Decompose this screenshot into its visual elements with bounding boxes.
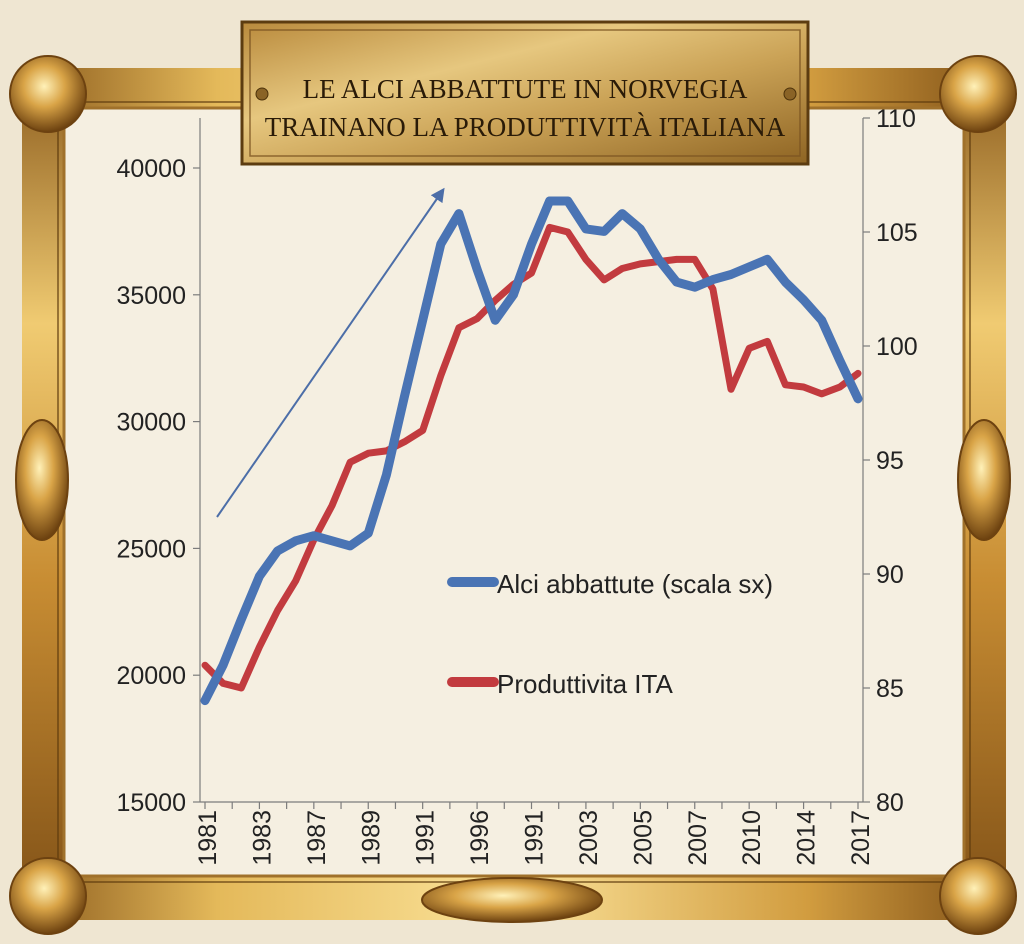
left-axis-tick-label: 30000 — [116, 409, 186, 437]
x-axis-tick-label: 2010 — [738, 810, 766, 866]
plaque-line-2: TRAINANO LA PRODUTTIVITÀ ITALIANA — [265, 112, 786, 142]
plaque-line-1: LE ALCI ABBATTUTE IN NORVEGIA — [303, 74, 748, 104]
left-axis-tick-label: 35000 — [116, 282, 186, 310]
legend-label-produttivita: Produttivita ITA — [497, 669, 673, 699]
x-axis-tick-label: 1981 — [194, 810, 222, 866]
x-axis-tick-label: 1991 — [521, 810, 549, 866]
left-axis-tick-label: 25000 — [116, 535, 186, 563]
x-axis-tick-label: 1987 — [303, 810, 331, 866]
legend-label-alci: Alci abbattute (scala sx) — [497, 569, 773, 599]
left-axis-tick-label: 20000 — [116, 662, 186, 690]
series-line-alci — [200, 196, 863, 706]
x-axis-tick-label: 2014 — [793, 810, 821, 866]
title-plaque: LE ALCI ABBATTUTE IN NORVEGIA TRAINANO L… — [240, 20, 810, 166]
x-axis-tick-label: 1983 — [248, 810, 276, 866]
x-axis-tick-labels: 1981 1983 1987 1989 1991 1996 1991 2003 2005 2007… — [194, 810, 875, 866]
trend-arrow-icon — [216, 187, 445, 518]
gold-frame — [9, 55, 1017, 935]
right-axis-tick-label: 105 — [876, 219, 918, 247]
right-axis-tick-label: 80 — [876, 789, 904, 817]
x-axis-tick-label: 2005 — [629, 810, 657, 866]
right-axis-tick-labels: 80 85 90 95 100 105 110 — [863, 105, 918, 817]
x-axis-tick-label: 2007 — [684, 810, 712, 866]
x-axis-ticks — [204, 802, 859, 809]
x-axis-tick-label: 1989 — [357, 810, 385, 866]
legend: Alci abbattute (scala sx) Produttivita I… — [447, 569, 773, 699]
right-axis-tick-label: 110 — [876, 105, 916, 133]
left-axis-tick-label: 15000 — [116, 789, 186, 817]
series-layer — [200, 196, 863, 706]
right-axis-tick-label: 100 — [876, 333, 918, 361]
screw-left-icon — [255, 87, 269, 101]
screw-right-icon — [783, 87, 797, 101]
x-axis-tick-label: 1996 — [466, 810, 494, 866]
x-axis-tick-label: 2017 — [847, 810, 875, 866]
right-axis-tick-label: 85 — [876, 675, 904, 703]
x-axis-tick-label: 2003 — [575, 810, 603, 866]
left-axis-tick-label: 40000 — [116, 155, 186, 183]
x-axis-tick-label: 1991 — [412, 810, 440, 866]
left-axis-tick-labels: 15000 20000 25000 30000 35000 40000 — [116, 155, 200, 817]
right-axis-tick-label: 95 — [876, 447, 904, 475]
right-axis-tick-label: 90 — [876, 561, 904, 589]
